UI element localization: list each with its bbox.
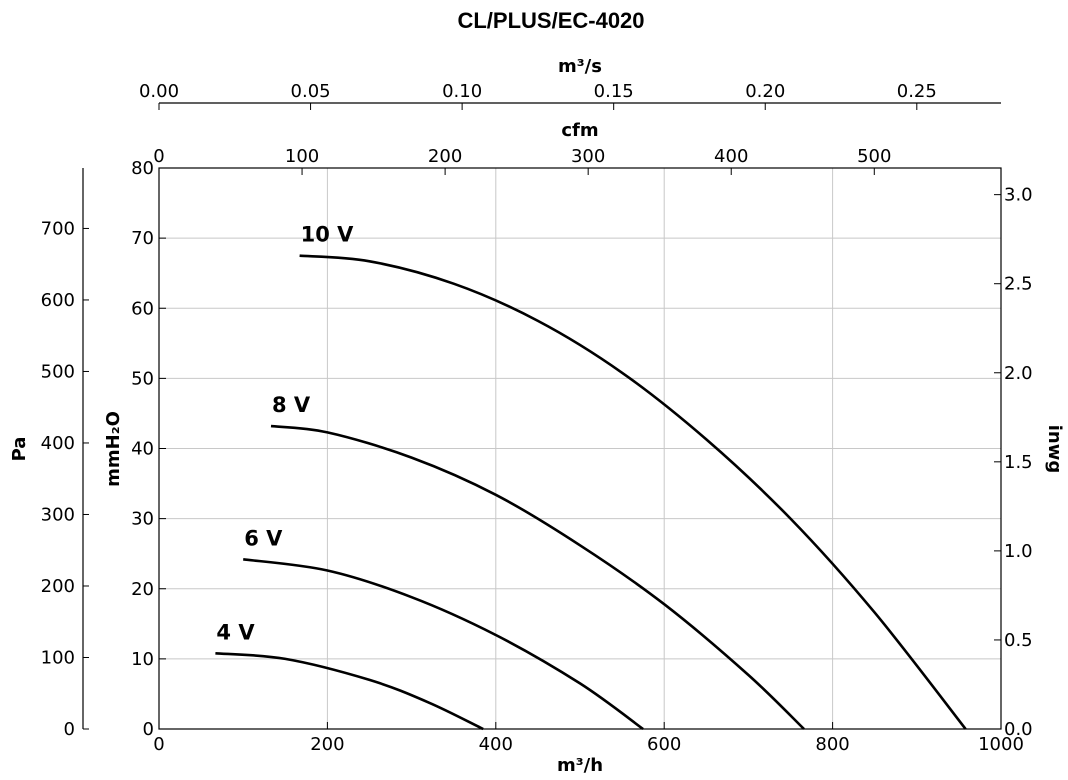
curve-4v — [215, 652, 484, 731]
x-tick-label: 400 — [479, 734, 513, 755]
cfm-tick-label: 200 — [428, 146, 462, 167]
curve-6v — [243, 558, 644, 731]
ticks: 0 200 400 600 800 100001020304050607080010020… — [41, 81, 1033, 755]
inwg-tick-label: 0.5 — [1004, 630, 1033, 651]
pa-tick-label: 0 — [64, 719, 75, 740]
chart-title: CL/PLUS/EC-4020 — [457, 8, 644, 33]
pa-tick-label: 300 — [41, 504, 75, 525]
y-tick-label: 80 — [131, 158, 154, 179]
m3s-tick-label: 0.05 — [291, 81, 331, 102]
cfm-tick-label: 0 — [153, 146, 164, 167]
y-tick-label: 60 — [131, 298, 154, 319]
y-tick-label: 10 — [131, 649, 154, 670]
cfm-axis-label: cfm — [561, 120, 598, 141]
y-tick-label: 40 — [131, 439, 154, 460]
curves — [215, 254, 967, 731]
pa-axis-label: Pa — [9, 437, 30, 462]
inwg-axis-label: inwg — [1044, 425, 1065, 474]
m3s-tick-label: 0.10 — [442, 81, 482, 102]
pa-tick-label: 500 — [41, 361, 75, 382]
curve-label: 4 V — [216, 620, 255, 644]
m3s-tick-label: 0.15 — [594, 81, 634, 102]
pa-tick-label: 200 — [41, 576, 75, 597]
y-tick-label: 0 — [143, 719, 154, 740]
x-tick-label: 600 — [647, 734, 681, 755]
grid — [159, 168, 1001, 729]
inwg-tick-label: 1.5 — [1004, 452, 1033, 473]
inwg-tick-label: 1.0 — [1004, 541, 1033, 562]
pa-tick-label: 600 — [41, 290, 75, 311]
y-axis-label: mmH₂O — [103, 411, 124, 487]
x-axis-label: m³/h — [557, 755, 603, 776]
y-tick-label: 20 — [131, 579, 154, 600]
inwg-tick-label: 0.0 — [1004, 719, 1033, 740]
curve-label: 8 V — [272, 393, 311, 417]
cfm-tick-label: 300 — [571, 146, 605, 167]
x-tick-label: 1000 — [978, 734, 1024, 755]
inwg-tick-label: 2.0 — [1004, 363, 1033, 384]
y-tick-label: 50 — [131, 368, 154, 389]
y-tick-label: 30 — [131, 509, 154, 530]
cfm-tick-label: 500 — [857, 146, 891, 167]
pa-tick-label: 700 — [41, 218, 75, 239]
curve-label: 6 V — [244, 526, 283, 550]
curve-label: 10 V — [301, 223, 355, 247]
x-tick-label: 0 — [153, 734, 164, 755]
m3s-tick-label: 0.00 — [139, 81, 179, 102]
m3s-tick-label: 0.20 — [745, 81, 785, 102]
x-tick-label: 800 — [815, 734, 849, 755]
cfm-tick-label: 400 — [714, 146, 748, 167]
inwg-tick-label: 2.5 — [1004, 274, 1033, 295]
cfm-tick-label: 100 — [285, 146, 319, 167]
y-tick-label: 70 — [131, 228, 154, 249]
curve-8v — [270, 424, 805, 730]
pa-tick-label: 100 — [41, 647, 75, 668]
m3s-tick-label: 0.25 — [897, 81, 937, 102]
x-tick-label: 200 — [310, 734, 344, 755]
m3s-axis-label: m³/s — [558, 56, 602, 77]
pa-tick-label: 400 — [41, 433, 75, 454]
inwg-tick-label: 3.0 — [1004, 185, 1033, 206]
curve-labels: 4 V 6 V 8 V 10 V — [216, 223, 354, 645]
curve-10v — [299, 254, 967, 730]
